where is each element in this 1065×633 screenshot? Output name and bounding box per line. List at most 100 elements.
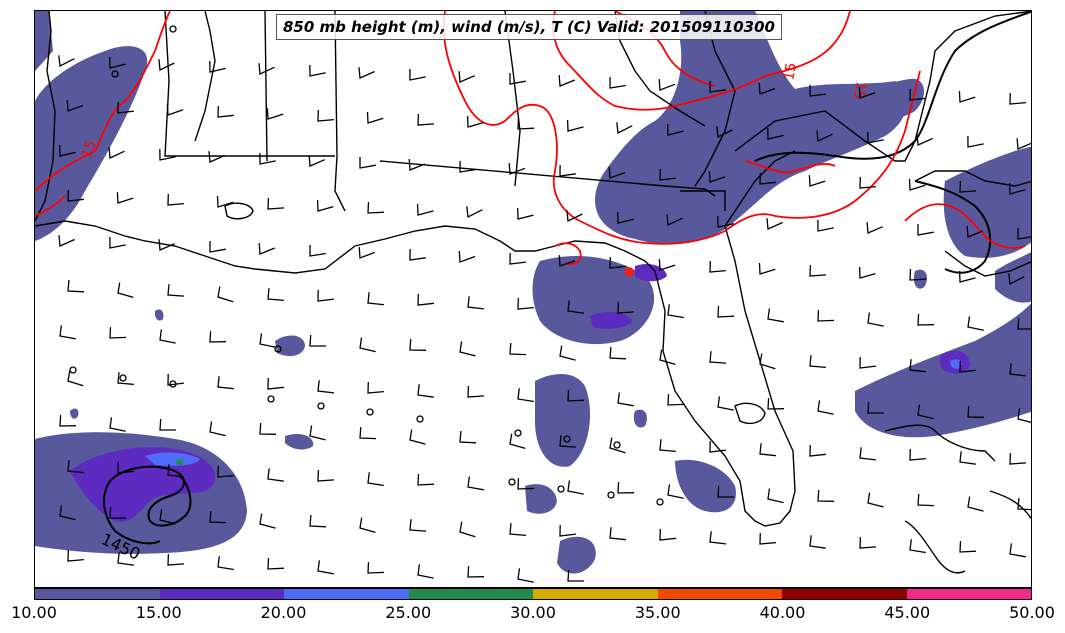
wind-barb <box>1009 543 1026 558</box>
wind-barb <box>658 79 676 91</box>
wind-barb <box>967 496 984 512</box>
wind-barb <box>109 327 127 339</box>
wind-barb <box>909 359 926 373</box>
wind-barb <box>858 87 876 99</box>
wind-barb <box>158 59 175 71</box>
wind-barb <box>559 345 576 361</box>
wind-barb <box>859 536 877 549</box>
wind-barb <box>608 167 626 179</box>
wind-barb <box>759 172 776 185</box>
wind-barb <box>909 268 927 281</box>
wind-barb <box>509 523 526 537</box>
wind-barb <box>267 557 285 570</box>
wind-barb <box>667 304 684 319</box>
wind-barb <box>108 147 125 159</box>
wind-barb <box>417 564 434 579</box>
wind-barb <box>67 460 84 474</box>
isotherm-label-15-west: 15 <box>79 138 100 160</box>
wind-barb <box>866 222 883 234</box>
wind-barb <box>59 144 76 157</box>
wind-barb <box>466 115 484 128</box>
wind-barb <box>367 292 384 306</box>
wind-barb <box>717 215 734 228</box>
wind-barb <box>759 532 776 545</box>
wind-barb <box>408 159 426 171</box>
wind-barb <box>217 105 234 118</box>
wind-barb <box>209 421 226 437</box>
wind-barb <box>109 56 126 69</box>
wind-barb <box>617 482 635 494</box>
wind-barb <box>609 347 627 360</box>
wind-barb <box>409 339 427 351</box>
wind-barb <box>816 130 833 142</box>
wind-barb <box>967 135 984 148</box>
wind-barbs <box>58 55 1031 583</box>
wind-barb <box>908 178 926 191</box>
wind-barb <box>66 100 84 112</box>
wind-barb <box>709 440 726 453</box>
wind-barb <box>567 480 584 495</box>
colorbar-tick-label: 35.00 <box>634 603 681 622</box>
wind-barb <box>1017 498 1031 511</box>
wind-barb <box>1008 182 1026 195</box>
wind-barb <box>59 415 77 427</box>
wind-barb <box>267 288 284 302</box>
wind-barb <box>317 560 334 575</box>
wind-barb <box>467 385 485 398</box>
wind-barb <box>909 88 926 101</box>
wind-barb <box>116 192 134 204</box>
wind-barb <box>609 76 626 89</box>
wind-barb <box>559 524 576 537</box>
wind-barb <box>409 519 427 532</box>
wind-barb <box>459 521 476 538</box>
colorbar-segment <box>533 589 658 599</box>
wind-barb <box>867 492 884 508</box>
wind-barb <box>509 252 526 265</box>
wind-barb <box>317 289 334 302</box>
wind-barb <box>667 484 684 499</box>
wind-barb <box>867 131 884 144</box>
wind-barb <box>158 239 175 251</box>
calm-wind-circles <box>69 25 664 506</box>
wind-barb <box>958 270 976 283</box>
wind-barb <box>867 402 884 414</box>
wind-barb <box>617 392 634 407</box>
wind-barb <box>517 478 535 490</box>
wind-barb <box>109 507 127 519</box>
wind-barb <box>559 435 577 448</box>
wind-barb <box>617 211 634 224</box>
wind-barb <box>459 341 476 357</box>
wind-barb <box>767 127 784 140</box>
wind-barb <box>767 398 785 410</box>
wind-barb <box>717 486 734 498</box>
wind-barb <box>167 464 184 478</box>
wind-barb <box>317 109 334 122</box>
wind-barb <box>817 219 834 232</box>
wind-barb <box>267 468 284 482</box>
wind-barb <box>917 404 934 420</box>
wind-barb <box>309 244 326 257</box>
wind-barb <box>808 175 826 187</box>
wind-barb <box>217 556 234 571</box>
wind-barb <box>817 400 834 415</box>
wind-barb <box>167 373 184 386</box>
wind-barb <box>859 447 876 461</box>
wind-barb <box>767 308 784 323</box>
wind-barb <box>209 241 226 253</box>
colorbar-segment <box>657 589 782 599</box>
wind-barb <box>259 513 276 529</box>
wind-barb <box>567 570 584 582</box>
wind-barb <box>258 243 276 255</box>
wind-barb <box>209 331 227 343</box>
wind-barb <box>367 201 385 214</box>
wind-barb <box>517 117 535 130</box>
wind-barb <box>166 104 184 116</box>
wind-speed-shading <box>35 11 1031 574</box>
wind-barb <box>1017 318 1031 330</box>
wind-barb <box>909 539 926 554</box>
wind-barb <box>667 123 684 136</box>
wind-barb <box>466 206 483 219</box>
wind-barb <box>667 394 685 406</box>
wind-barb <box>117 372 134 386</box>
wind-barb <box>616 122 633 135</box>
